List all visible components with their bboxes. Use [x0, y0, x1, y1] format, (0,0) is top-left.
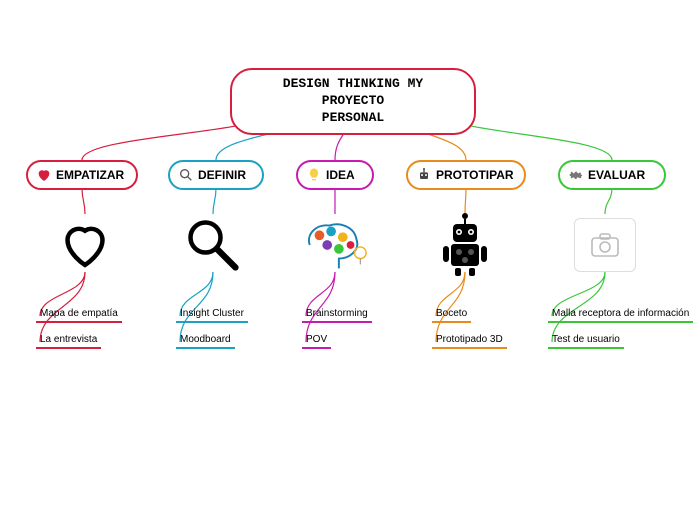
- root-node[interactable]: DESIGN THINKING MY PROYECTO PERSONAL: [230, 68, 476, 135]
- root-title-line1: DESIGN THINKING MY PROYECTO: [283, 76, 423, 108]
- leaf-prototipar-1[interactable]: Prototipado 3D: [432, 332, 507, 349]
- branch-evaluar[interactable]: EVALUAR: [558, 160, 666, 190]
- illustration-prototipar: [430, 210, 500, 280]
- robot-icon: [416, 167, 432, 183]
- branch-label: DEFINIR: [198, 168, 246, 182]
- leaf-definir-1[interactable]: Moodboard: [176, 332, 235, 349]
- illustration-idea: [300, 210, 370, 280]
- leaf-idea-1[interactable]: POV: [302, 332, 331, 349]
- branch-label: EVALUAR: [588, 168, 645, 182]
- branch-definir[interactable]: DEFINIR: [168, 160, 264, 190]
- leaf-idea-0[interactable]: Brainstorming: [302, 306, 372, 323]
- branch-empatizar[interactable]: EMPATIZAR: [26, 160, 138, 190]
- leaf-empatizar-0[interactable]: Mapa de empatía: [36, 306, 122, 323]
- leaf-evaluar-0[interactable]: Malla receptora de información: [548, 306, 693, 323]
- leaf-empatizar-1[interactable]: La entrevista: [36, 332, 101, 349]
- branch-label: IDEA: [326, 168, 355, 182]
- gear-icon: [568, 167, 584, 183]
- illustration-evaluar: [570, 210, 640, 280]
- branch-label: EMPATIZAR: [56, 168, 124, 182]
- leaf-definir-0[interactable]: Insight Cluster: [176, 306, 248, 323]
- branch-label: PROTOTIPAR: [436, 168, 514, 182]
- illustration-definir: [178, 210, 248, 280]
- illustration-empatizar: [50, 210, 120, 280]
- magnifier-icon: [178, 167, 194, 183]
- heart-icon: [36, 167, 52, 183]
- leaf-evaluar-1[interactable]: Test de usuario: [548, 332, 624, 349]
- branch-idea[interactable]: IDEA: [296, 160, 374, 190]
- root-title-line2: PERSONAL: [322, 110, 384, 125]
- leaf-prototipar-0[interactable]: Boceto: [432, 306, 471, 323]
- branch-prototipar[interactable]: PROTOTIPAR: [406, 160, 526, 190]
- bulb-icon: [306, 167, 322, 183]
